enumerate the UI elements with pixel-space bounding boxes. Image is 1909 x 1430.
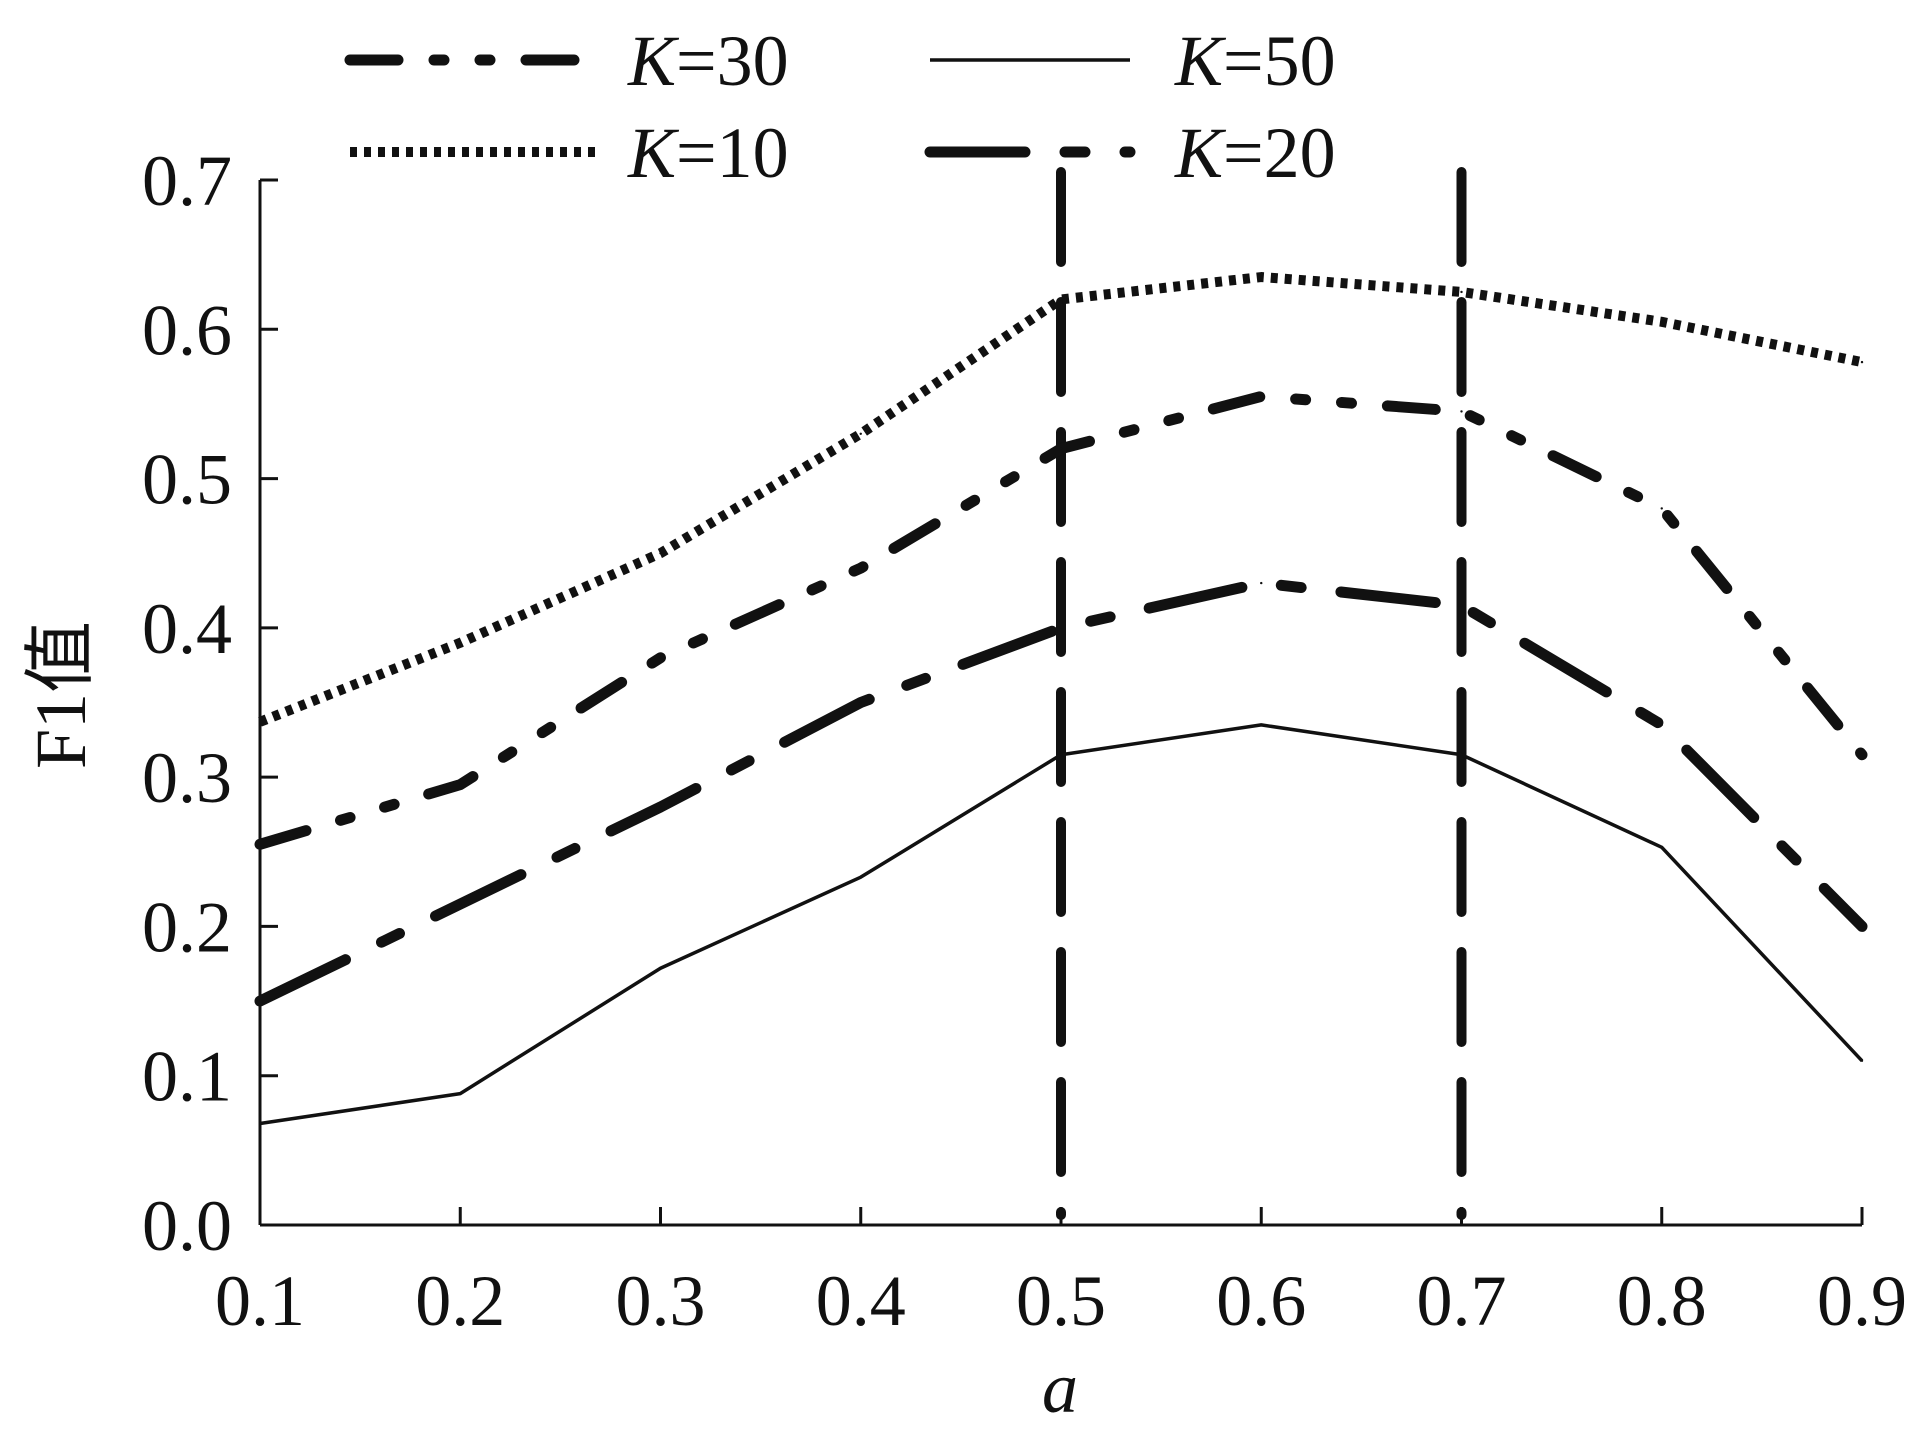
data-point-k30: [1460, 410, 1463, 413]
x-tick-label: 0.3: [616, 1261, 706, 1341]
data-point-k30: [859, 566, 862, 570]
data-point-k10: [1660, 320, 1663, 324]
y-tick-label: 0.0: [142, 1186, 232, 1266]
data-point-k30: [459, 783, 462, 786]
y-ticks: 0.0 0.1 0.2 0.3 0.4 0.5 0.6 0.7: [142, 141, 278, 1266]
data-point-k20: [1260, 581, 1263, 585]
data-point-k50: [659, 967, 662, 970]
data-point-k10: [659, 552, 662, 555]
data-point-k50: [1059, 753, 1063, 756]
legend-label-value: =20: [1223, 113, 1336, 193]
legend-item-k30: K=30: [344, 21, 789, 101]
y-tick-label: 0.2: [142, 887, 232, 967]
legend-label-var: K: [1174, 113, 1227, 193]
x-tick-label: 0.8: [1617, 1261, 1707, 1341]
x-axis-title: a: [1042, 1348, 1078, 1428]
data-point-k20: [859, 701, 862, 704]
legend-label: K=20: [1174, 113, 1336, 193]
data-point-k30: [659, 656, 662, 659]
data-point-k10: [859, 432, 862, 435]
data-point-k50: [1460, 753, 1463, 756]
y-tick-label: 0.3: [142, 738, 232, 818]
data-point-k10: [1860, 360, 1864, 364]
x-tick-label: 0.1: [215, 1261, 305, 1341]
legend-label-value: =10: [676, 113, 789, 193]
data-point-k50: [459, 1092, 462, 1095]
legend-label: K=50: [1174, 21, 1336, 101]
data-point-k30: [1059, 447, 1063, 450]
legend-label-var: K: [627, 21, 680, 101]
legend-label-var: K: [1174, 21, 1227, 101]
legend-item-k20: K=20: [924, 113, 1336, 193]
data-point-k50: [1260, 723, 1263, 727]
y-tick-label: 0.4: [142, 589, 232, 669]
legend-label: K=10: [627, 113, 789, 193]
x-tick-label: 0.2: [415, 1261, 505, 1341]
data-point-k20: [659, 805, 662, 809]
legend: K=30 K=50K=10 K=20: [344, 21, 1336, 193]
data-point-k30: [1860, 753, 1864, 756]
legend-label: K=30: [627, 21, 789, 101]
x-tick-label: 0.7: [1417, 1261, 1507, 1341]
y-tick-label: 0.6: [142, 290, 232, 370]
x-tick-label: 0.6: [1216, 1261, 1306, 1341]
data-point-k30: [1660, 507, 1663, 510]
data-point-k20: [1059, 626, 1063, 630]
series-line-k20: [254, 577, 1868, 1007]
x-ticks: 0.1 0.2 0.3 0.4 0.5 0.6 0.7 0.8 0.9: [215, 1207, 1907, 1341]
y-tick-label: 0.7: [142, 141, 232, 221]
x-tick-label: 0.5: [1016, 1261, 1106, 1341]
data-point-k10: [1260, 275, 1263, 279]
x-tick-label: 0.4: [816, 1261, 906, 1341]
legend-label-value: =50: [1223, 21, 1336, 101]
legend-label-var: K: [627, 113, 680, 193]
data-point-k10: [1059, 298, 1063, 301]
y-tick-label: 0.1: [142, 1037, 232, 1117]
y-tick-label: 0.5: [142, 440, 232, 520]
data-point-k20: [459, 902, 462, 906]
data-point-k20: [1660, 723, 1663, 727]
legend-item-k10: K=10: [350, 113, 789, 193]
data-point-k20: [1460, 604, 1463, 607]
data-point-k10: [459, 641, 462, 644]
legend-label-value: =30: [676, 21, 789, 101]
reference-lines: [1056, 167, 1467, 1220]
x-tick-label: 0.9: [1817, 1261, 1907, 1341]
data-point-k50: [1860, 1059, 1864, 1062]
data-point-k10: [1460, 290, 1463, 294]
y-axis-title: F1值: [21, 621, 101, 769]
data-point-k20: [1860, 925, 1864, 928]
data-point-k50: [859, 875, 862, 879]
data-point-k50: [1660, 846, 1663, 849]
series-line-k10: [258, 272, 1863, 727]
data-point-k30: [1260, 395, 1263, 398]
legend-item-k50: K=50: [930, 21, 1336, 101]
